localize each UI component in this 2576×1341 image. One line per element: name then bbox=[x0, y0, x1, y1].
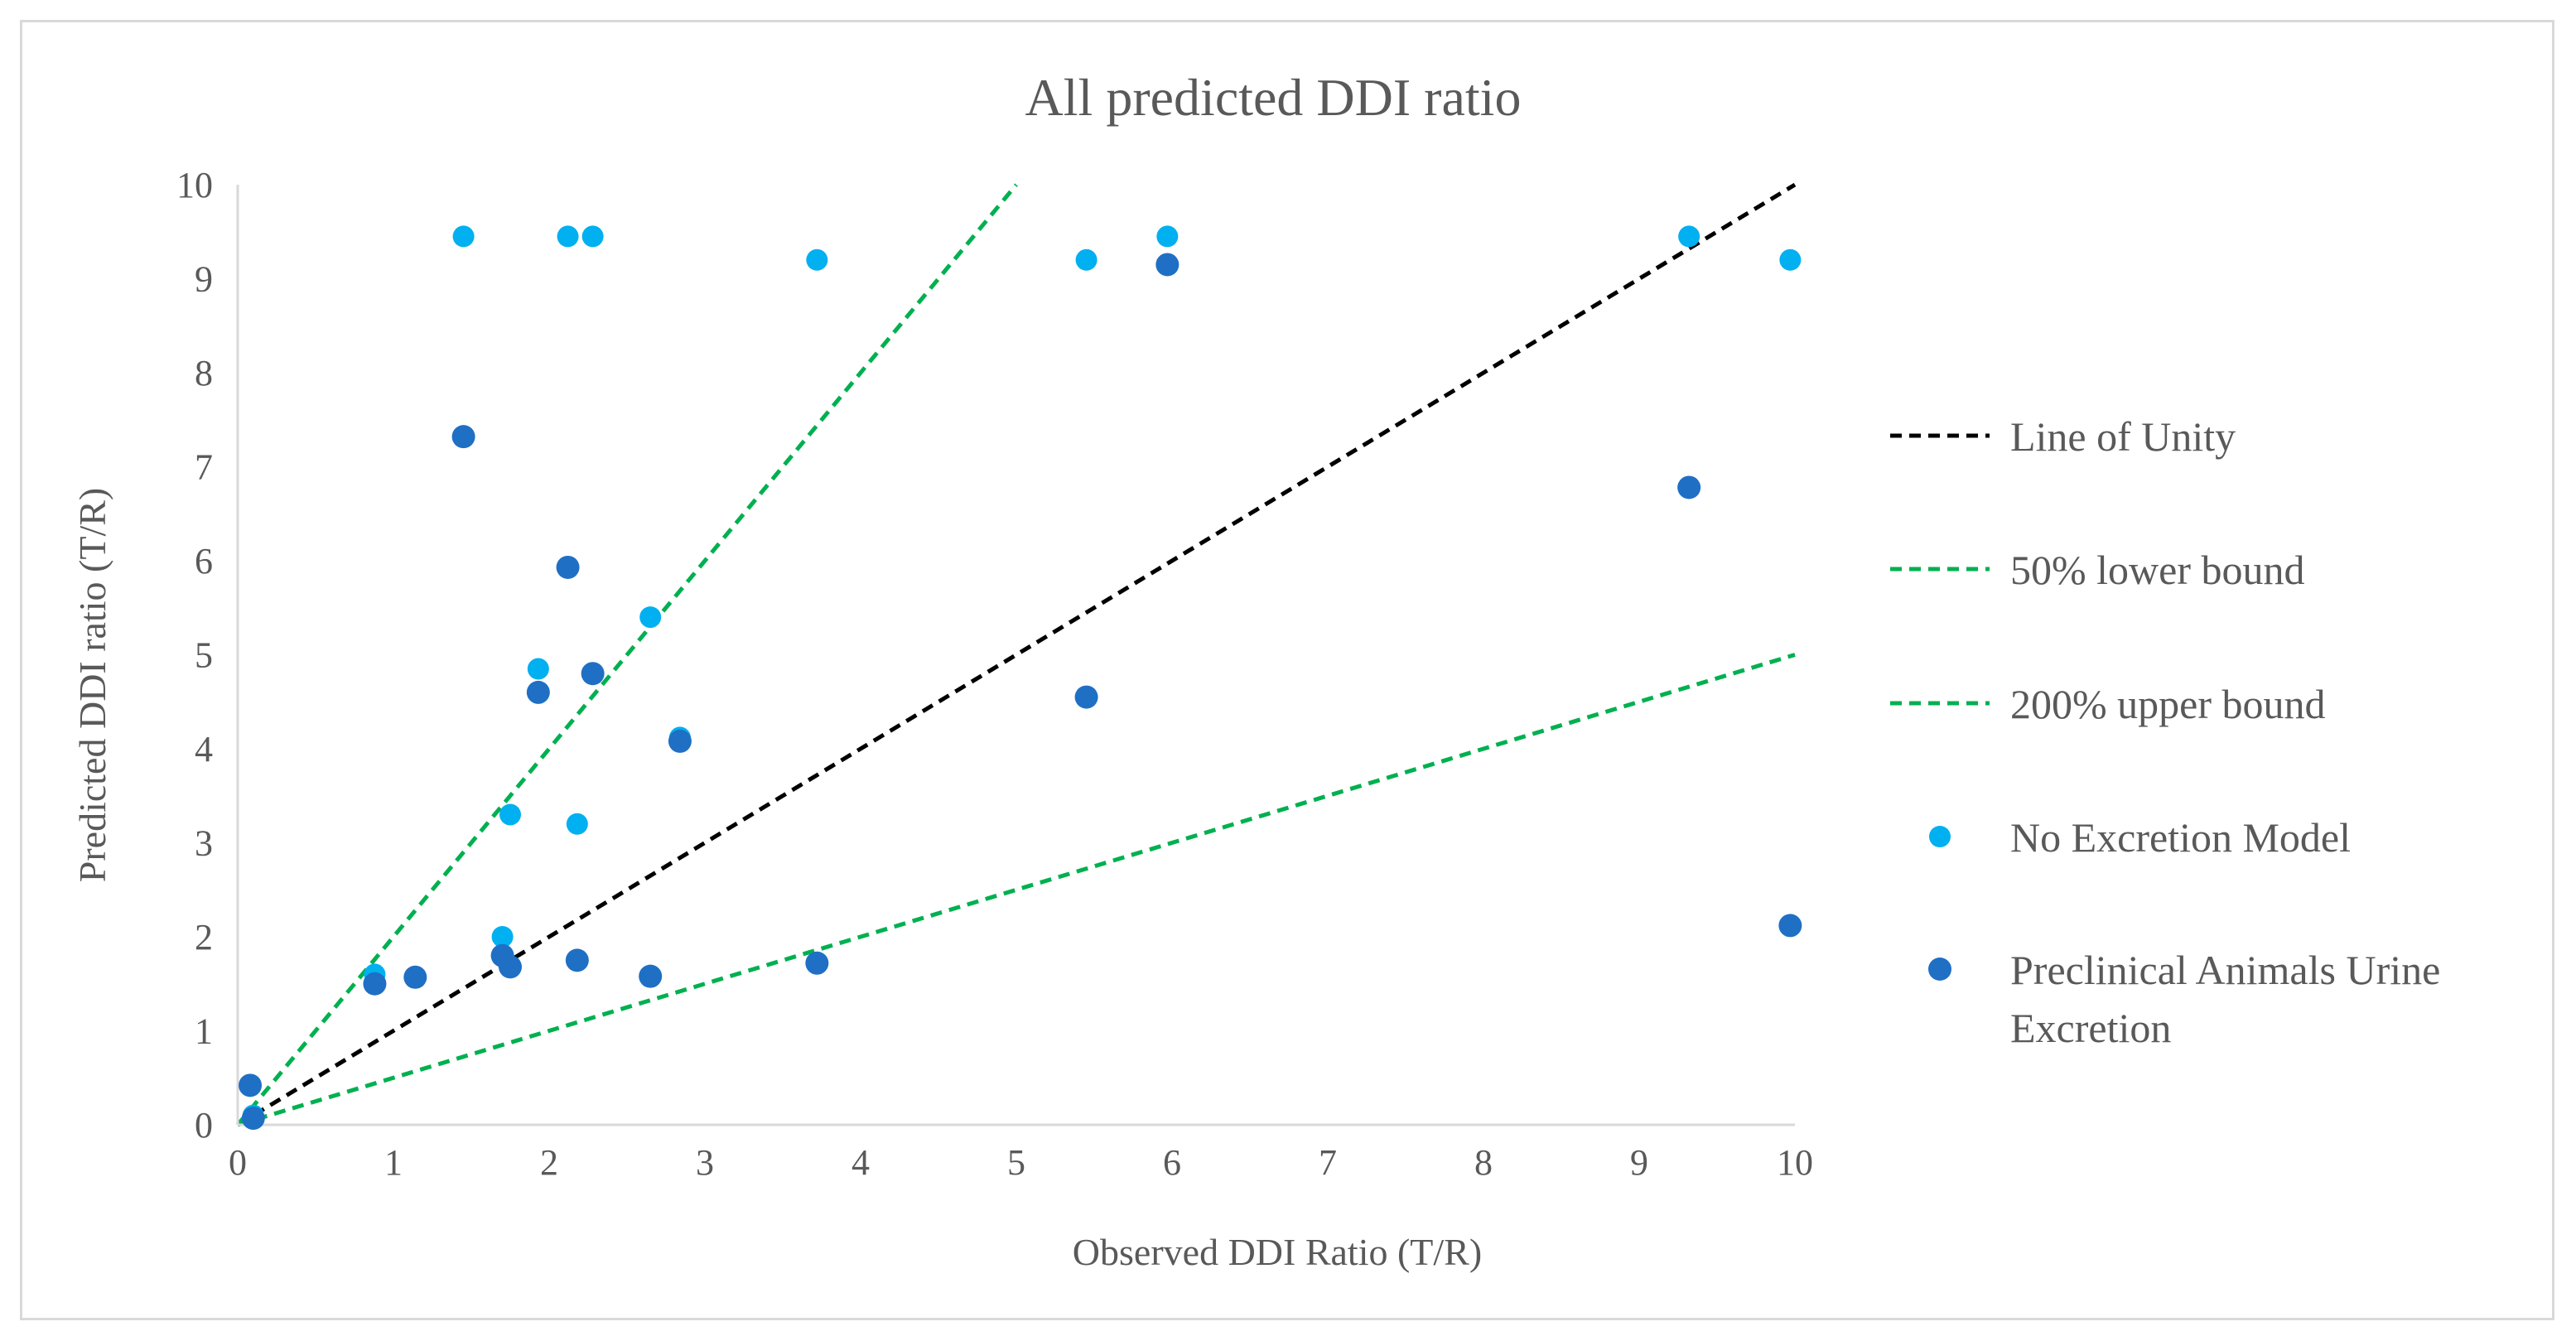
no-excretion-point bbox=[1075, 248, 1097, 271]
legend-item-200-upper-bound: 200% upper bound bbox=[1890, 681, 2326, 727]
preclinical-urine-point bbox=[451, 425, 475, 449]
preclinical-urine-point bbox=[1778, 914, 1802, 938]
y-tick-label: 2 bbox=[195, 917, 213, 958]
preclinical-urine-point bbox=[581, 662, 605, 686]
reference-line-50-lower-bound bbox=[236, 183, 1018, 1126]
y-tick-label: 10 bbox=[176, 165, 213, 205]
chart-frame: All predicted DDI ratio 0 1 2 3 4 5 6 7 8 9 10 0 1 2… bbox=[20, 20, 2554, 1320]
no-excretion-point bbox=[1156, 225, 1179, 248]
x-axis-title: Observed DDI Ratio (T/R) bbox=[1073, 1231, 1482, 1273]
legend-marker-no-excretion-model bbox=[1929, 826, 1951, 847]
y-tick-label: 9 bbox=[195, 259, 213, 300]
y-tick-labels: 0 1 2 3 4 5 6 7 8 9 10 bbox=[176, 165, 213, 1146]
x-tick-label: 4 bbox=[851, 1142, 870, 1183]
x-tick-label: 6 bbox=[1163, 1142, 1181, 1183]
legend: Line of Unity 50% lower bound 200% upper… bbox=[1890, 413, 2440, 1051]
y-tick-label: 4 bbox=[195, 729, 213, 769]
preclinical-urine-point bbox=[403, 965, 427, 989]
y-tick-label: 0 bbox=[195, 1105, 213, 1146]
no-excretion-point bbox=[452, 225, 475, 248]
legend-item-50-lower-bound: 50% lower bound bbox=[1890, 547, 2305, 593]
chart-title: All predicted DDI ratio bbox=[1025, 68, 1522, 127]
reference-line-line-of-unity bbox=[236, 182, 1797, 1127]
y-tick-label: 3 bbox=[195, 823, 213, 864]
legend-label-no-excretion-model: No Excretion Model bbox=[2010, 814, 2351, 861]
no-excretion-point bbox=[527, 658, 549, 680]
x-tick-label: 9 bbox=[1630, 1142, 1648, 1183]
legend-item-no-excretion-model: No Excretion Model bbox=[1929, 814, 2351, 861]
preclinical-urine-point bbox=[556, 555, 580, 579]
legend-label-preclinical-line1: Preclinical Animals Urine bbox=[2010, 947, 2440, 993]
no-excretion-point bbox=[639, 606, 662, 629]
preclinical-urine-point bbox=[526, 680, 550, 704]
reference-line-200-upper-bound bbox=[237, 653, 1796, 1127]
legend-item-preclinical-urine-excretion: Preclinical Animals Urine Excretion bbox=[1928, 947, 2440, 1051]
y-tick-label: 1 bbox=[195, 1011, 213, 1052]
no-excretion-point bbox=[1678, 225, 1700, 248]
preclinical-urine-point bbox=[805, 951, 829, 975]
preclinical-urine-point bbox=[639, 964, 663, 988]
data-points bbox=[239, 225, 1802, 1131]
preclinical-urine-point bbox=[565, 948, 589, 972]
preclinical-urine-point bbox=[1155, 253, 1179, 277]
x-tick-label: 5 bbox=[1007, 1142, 1025, 1183]
no-excretion-point bbox=[557, 225, 579, 248]
reference-lines bbox=[236, 182, 1797, 1127]
no-excretion-point bbox=[499, 803, 521, 826]
x-tick-label: 3 bbox=[696, 1142, 714, 1183]
legend-label-200-upper-bound: 200% upper bound bbox=[2010, 681, 2326, 727]
no-excretion-point bbox=[581, 225, 604, 248]
no-excretion-point bbox=[806, 248, 828, 271]
preclinical-urine-point bbox=[1677, 475, 1701, 499]
no-excretion-point bbox=[1779, 248, 1802, 271]
x-tick-label: 2 bbox=[540, 1142, 558, 1183]
y-axis-title: Predicted DDI ratio (T/R) bbox=[71, 488, 113, 882]
preclinical-urine-point bbox=[499, 955, 522, 979]
x-tick-label: 1 bbox=[384, 1142, 403, 1183]
legend-label-line-of-unity: Line of Unity bbox=[2010, 413, 2236, 460]
preclinical-urine-point bbox=[668, 729, 692, 753]
x-tick-labels: 0 1 2 3 4 5 6 7 8 9 10 bbox=[229, 1142, 1813, 1183]
legend-item-line-of-unity: Line of Unity bbox=[1890, 413, 2236, 460]
preclinical-urine-point bbox=[363, 972, 387, 996]
preclinical-urine-point bbox=[241, 1107, 265, 1131]
x-tick-label: 10 bbox=[1777, 1142, 1813, 1183]
preclinical-urine-point bbox=[1074, 685, 1098, 709]
legend-label-preclinical-line2: Excretion bbox=[2010, 1005, 2171, 1051]
x-tick-label: 8 bbox=[1474, 1142, 1493, 1183]
x-tick-label: 7 bbox=[1319, 1142, 1337, 1183]
no-excretion-point bbox=[491, 926, 514, 948]
preclinical-urine-point bbox=[239, 1073, 263, 1097]
x-tick-label: 0 bbox=[229, 1142, 247, 1183]
y-tick-label: 6 bbox=[195, 541, 213, 581]
y-tick-label: 7 bbox=[195, 447, 213, 488]
scatter-chart: All predicted DDI ratio 0 1 2 3 4 5 6 7 8 9 10 0 1 2… bbox=[71, 68, 2440, 1273]
legend-label-50-lower-bound: 50% lower bound bbox=[2010, 547, 2305, 593]
y-tick-label: 5 bbox=[195, 635, 213, 676]
legend-marker-preclinical-urine-excretion bbox=[1928, 958, 1951, 981]
y-tick-label: 8 bbox=[195, 353, 213, 393]
no-excretion-point bbox=[566, 813, 588, 835]
